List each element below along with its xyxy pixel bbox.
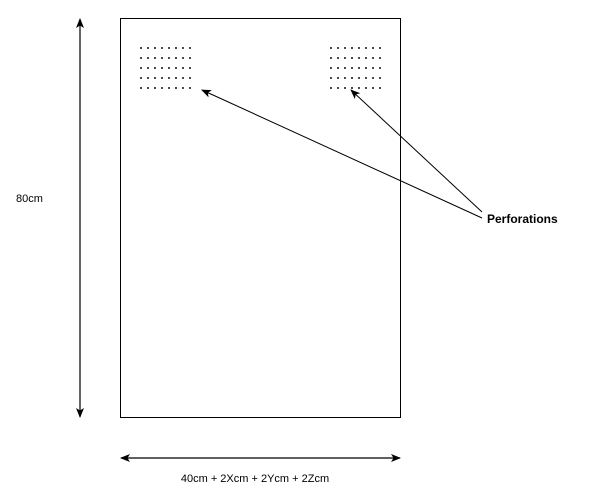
perforation-dot [161,87,163,89]
perforation-dot [147,87,149,89]
perforation-dot [351,87,353,89]
perforation-dot [189,87,191,89]
perforation-dot [379,77,381,79]
perforation-dot [330,87,332,89]
perforation-dot [140,57,142,59]
perforation-dot [337,87,339,89]
perforation-dot [147,47,149,49]
perforation-dot [154,47,156,49]
perforation-dot [358,77,360,79]
perforation-dot [168,57,170,59]
perforation-dot [372,87,374,89]
perforation-dot [182,67,184,69]
perforation-dot [189,57,191,59]
perforation-dot [189,67,191,69]
perforation-dot [358,47,360,49]
perforation-dot [372,77,374,79]
perforation-dot [344,47,346,49]
width-label: 40cm + 2Xcm + 2Ycm + 2Zcm [181,473,329,485]
perforation-dot [175,87,177,89]
perforation-dot [182,47,184,49]
perforation-dot [330,67,332,69]
perforation-dot [175,67,177,69]
perforation-dot [147,77,149,79]
perforation-dot [182,87,184,89]
sheet-outline [120,18,401,418]
perforation-dot [379,67,381,69]
perforation-dot [379,87,381,89]
perforation-dot [358,67,360,69]
perforation-dot [175,47,177,49]
perforation-dot [161,47,163,49]
perforation-dot [154,77,156,79]
perforation-dot [344,67,346,69]
perforation-dot [379,47,381,49]
perforation-dot [365,67,367,69]
perforation-dot [154,87,156,89]
perforation-dot [168,67,170,69]
perforation-dot [372,47,374,49]
callout-arrow-right [350,89,483,213]
perforation-dot [337,57,339,59]
perforation-dot [365,77,367,79]
perforation-dot [175,57,177,59]
perforation-dot [379,57,381,59]
perforation-grid-right [330,47,381,89]
perforation-dot [351,57,353,59]
perforation-dot [182,77,184,79]
perforation-dot [161,77,163,79]
perforation-dot [337,67,339,69]
perforation-dot [154,57,156,59]
perforation-dot [189,47,191,49]
perforation-dot [337,47,339,49]
perforation-dot [161,57,163,59]
perforation-dot [330,77,332,79]
perforation-dot [189,77,191,79]
perforation-dot [358,57,360,59]
perforation-dot [344,57,346,59]
perforation-dot [140,87,142,89]
perforation-grid-left [140,47,191,89]
perforation-dot [154,67,156,69]
perforation-dot [351,67,353,69]
perforation-dot [147,67,149,69]
perforation-dot [175,77,177,79]
perforation-dot [358,87,360,89]
perforation-dot [168,77,170,79]
perforation-dot [330,47,332,49]
perforation-dot [344,87,346,89]
perforation-dot [344,77,346,79]
perforation-dot [330,57,332,59]
perforation-dot [365,47,367,49]
perforation-dot [351,77,353,79]
perforation-dot [168,87,170,89]
perforation-dot [168,47,170,49]
perforation-dot [365,57,367,59]
perforation-dot [140,47,142,49]
perforation-dot [147,57,149,59]
perforation-dot [140,67,142,69]
perforation-dot [337,77,339,79]
perforation-dot [372,57,374,59]
perforation-dot [182,57,184,59]
perforation-dot [365,87,367,89]
callout-arrow-left [201,89,483,219]
perforation-dot [351,47,353,49]
perforation-dot [372,67,374,69]
perforation-dot [140,77,142,79]
perforation-dot [161,67,163,69]
height-label: 80cm [16,193,43,205]
callout-label: Perforations [487,212,558,226]
